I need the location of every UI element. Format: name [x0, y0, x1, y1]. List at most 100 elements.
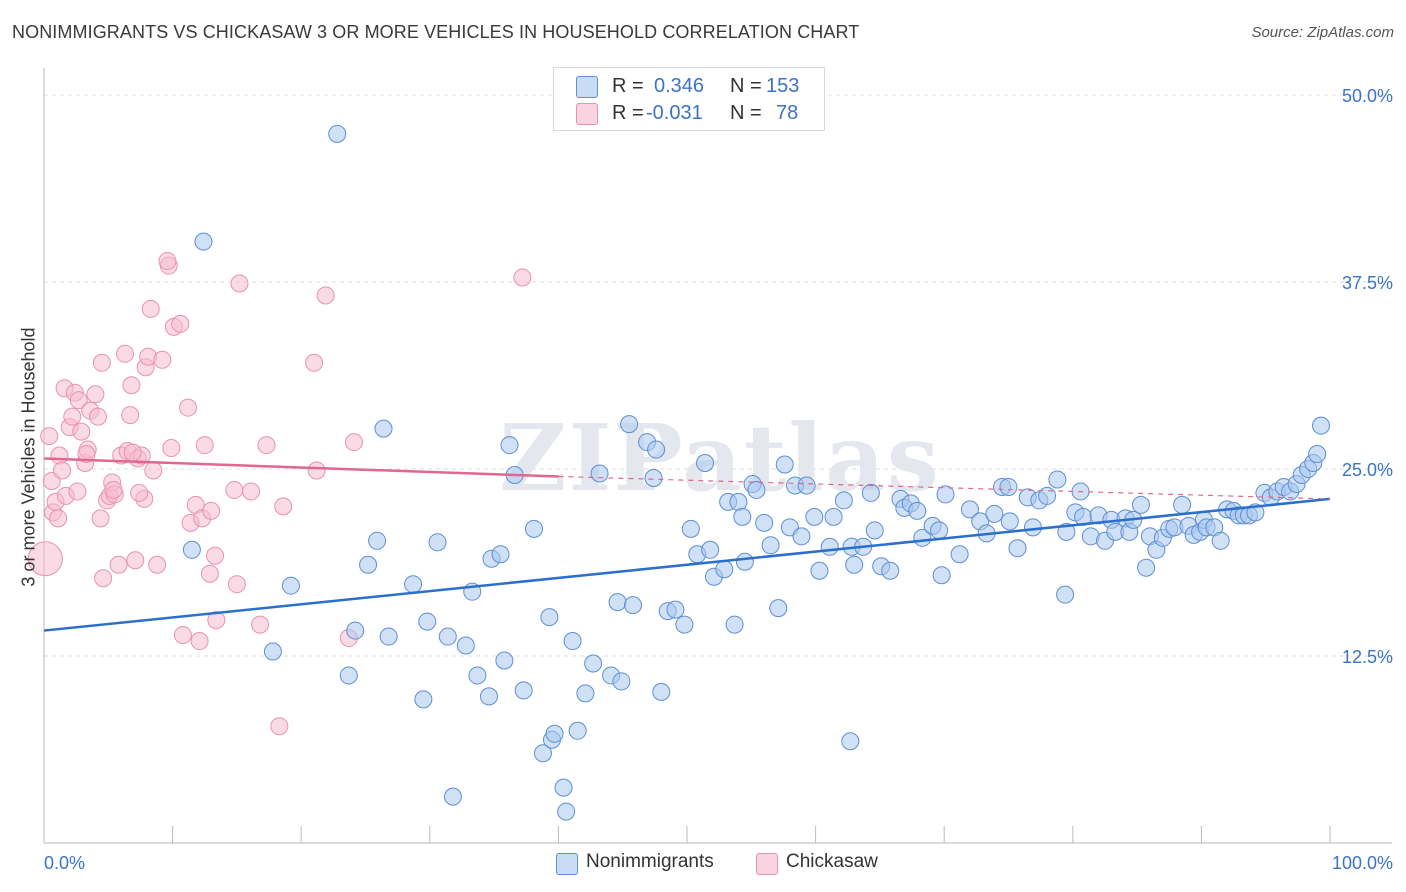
chickasaw-point [109, 555, 128, 574]
n-label: N = [730, 102, 762, 124]
chickasaw-point [270, 717, 289, 736]
x-tick-label: 0.0% [44, 853, 85, 873]
source-label: Source: ZipAtlas.com [1251, 24, 1394, 41]
chickasaw-point [173, 626, 192, 645]
pink-swatch [756, 853, 778, 875]
chickasaw-point [130, 483, 149, 502]
chickasaw-point [513, 268, 532, 287]
chickasaw-point [49, 509, 68, 528]
r-label: R = [612, 75, 644, 97]
nonimmigrants-point [524, 519, 543, 538]
chickasaw-point [251, 615, 270, 634]
nonimmigrants-point [985, 504, 1004, 523]
x-tick-label: 100.0% [1332, 853, 1393, 873]
nonimmigrants-point [666, 600, 685, 619]
chickasaw-point [242, 482, 261, 501]
chickasaw-point [144, 461, 163, 480]
chickasaw-point [316, 286, 335, 305]
nonimmigrants-point [584, 654, 603, 673]
nonimmigrants-point [514, 681, 533, 700]
nonimmigrants-point [182, 540, 201, 559]
chickasaw-point [116, 344, 135, 363]
nonimmigrants-point [443, 787, 462, 806]
r-value: -0.031 [646, 102, 703, 124]
y-tick-label: 25.0% [1342, 460, 1393, 480]
nonimmigrants-point [1311, 416, 1330, 435]
chickasaw-point [206, 546, 225, 565]
chickasaw-point [230, 274, 249, 293]
nonimmigrants-point [281, 576, 300, 595]
nonimmigrants-point [755, 513, 774, 532]
chickasaw-point [171, 314, 190, 333]
chickasaw-point [179, 398, 198, 417]
nonimmigrants-point [930, 521, 949, 540]
nonimmigrants-point [1038, 486, 1057, 505]
correlation-legend: R = 0.346 N = 153 R = -0.031 N = 78 [553, 67, 825, 131]
nonimmigrants-point [576, 684, 595, 703]
nonimmigrants-point [715, 560, 734, 579]
nonimmigrants-point [374, 419, 393, 438]
nonimmigrants-point [675, 615, 694, 634]
chickasaw-point [257, 436, 276, 455]
chickasaw-point [53, 461, 72, 480]
chickasaw-point [121, 406, 140, 425]
nonimmigrants-point [263, 642, 282, 661]
nonimmigrants-points [182, 124, 1330, 821]
nonimmigrants-point [428, 533, 447, 552]
chickasaw-point [89, 407, 108, 426]
nonimmigrants-point [491, 545, 510, 564]
nonimmigrants-point [612, 672, 631, 691]
chickasaw-point [86, 385, 105, 404]
blue-swatch [556, 853, 578, 875]
chickasaw-point [344, 433, 363, 452]
chickasaw-point [92, 353, 111, 372]
chickasaw-point [305, 353, 324, 372]
nonimmigrants-point [339, 666, 358, 685]
legend-nonimmigrants-label: Nonimmigrants [586, 851, 714, 872]
chickasaw-point [195, 436, 214, 455]
nonimmigrants-point [820, 537, 839, 556]
nonimmigrants-point [500, 436, 519, 455]
nonimmigrants-point [623, 596, 642, 615]
nonimmigrants-point [841, 732, 860, 751]
chickasaw-trend-line [43, 457, 559, 478]
chickasaw-point [274, 497, 293, 516]
nonimmigrants-point [644, 468, 663, 487]
nonimmigrants-point [468, 666, 487, 685]
pink-swatch [576, 103, 598, 125]
n-value: 78 [776, 102, 799, 124]
nonimmigrants-point [379, 627, 398, 646]
nonimmigrants-point [1000, 512, 1019, 531]
nonimmigrants-point [936, 485, 955, 504]
nonimmigrants-point [845, 555, 864, 574]
nonimmigrants-point [495, 651, 514, 670]
nonimmigrants-point [810, 561, 829, 580]
nonimmigrants-point [647, 440, 666, 459]
nonimmigrants-point [865, 521, 884, 540]
nonimmigrants-point [418, 612, 437, 631]
nonimmigrants-point [733, 507, 752, 526]
nonimmigrants-point [346, 621, 365, 640]
chickasaw-point [207, 611, 226, 630]
chickasaw-point [148, 555, 167, 574]
chickasaw-point [202, 501, 221, 520]
nonimmigrants-point [805, 507, 824, 526]
axes [43, 68, 1392, 844]
nonimmigrants-point [479, 687, 498, 706]
r-value: 0.346 [654, 75, 705, 97]
chickasaw-trend-extension [558, 475, 1331, 500]
nonimmigrants-point [557, 802, 576, 821]
nonimmigrants-point [950, 545, 969, 564]
nonimmigrants-point [960, 500, 979, 519]
tick-labels: 12.5% 25.0% 37.5% 50.0% 0.0% 100.0% [44, 86, 1393, 873]
r-label: R = [612, 102, 644, 124]
chickasaw-point [50, 446, 69, 465]
chickasaw-point [307, 461, 326, 480]
nonimmigrants-point [725, 615, 744, 634]
nonimmigrants-point [608, 593, 627, 612]
nonimmigrants-point [861, 483, 880, 502]
chickasaw-point [91, 509, 110, 528]
chickasaw-point [126, 551, 145, 570]
nonimmigrants-point [735, 552, 754, 571]
nonimmigrants-point [554, 778, 573, 797]
